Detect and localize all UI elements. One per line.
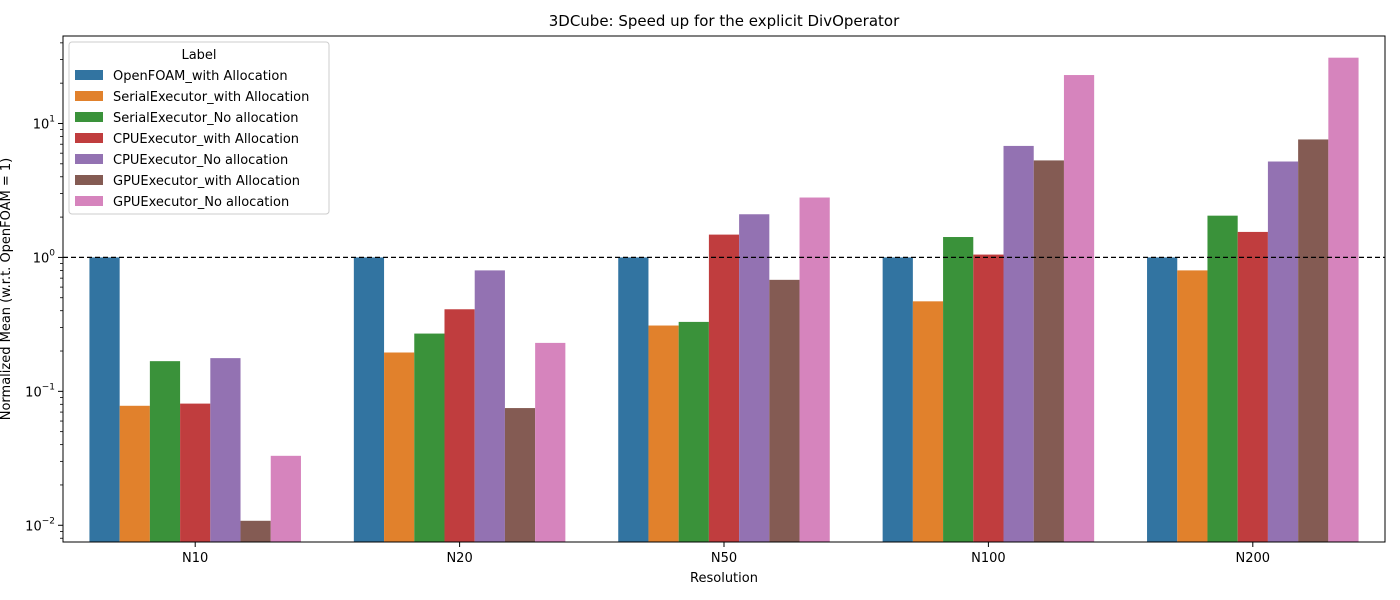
bar-N50-gpuexecutor-with-allocation [769,279,800,542]
legend-label: OpenFOAM_with Allocation [113,69,288,84]
bar-N20-cpuexecutor-no-allocation [474,270,505,542]
legend-label: CPUExecutor_with Allocation [113,132,299,147]
legend-label: SerialExecutor_No allocation [113,111,299,126]
bar-N10-serialexecutor-no-allocation [149,361,181,542]
bar-N100-gpuexecutor-no-allocation [1063,75,1095,542]
x-tick-label: N10 [182,551,208,566]
x-tick-label: N20 [446,551,472,566]
bar-N200-serialexecutor-no-allocation [1207,215,1238,542]
bar-N50-serialexecutor-with-allocation [648,325,679,542]
legend-swatch [75,154,103,164]
bar-N100-serialexecutor-no-allocation [943,237,974,542]
bar-N20-gpuexecutor-with-allocation [504,408,536,542]
bar-N50-cpuexecutor-with-allocation [708,234,740,543]
bar-N100-serialexecutor-with-allocation [912,301,944,542]
bar-N100-cpuexecutor-no-allocation [1003,145,1034,543]
x-axis: N10 N20 N50 N100 N200 [182,542,1270,566]
y-tick-label: 101 [33,114,55,132]
legend-label: CPUExecutor_No allocation [113,153,288,168]
bar-N200-gpuexecutor-no-allocation [1328,57,1359,543]
bar-N20-cpuexecutor-with-allocation [444,309,475,542]
legend-swatch [75,175,103,185]
bar-N200-cpuexecutor-no-allocation [1267,161,1299,542]
bar-N100-gpuexecutor-with-allocation [1033,160,1064,542]
legend-swatch [75,91,103,101]
legend-swatch [75,133,103,143]
bar-N200-cpuexecutor-with-allocation [1237,231,1268,543]
legend-label: SerialExecutor_with Allocation [113,90,309,105]
bars-group [89,57,1359,543]
legend-title: Label [181,48,216,63]
y-axis-title: Normalized Mean (w.r.t. OpenFOAM = 1) [0,158,14,421]
bar-N10-gpuexecutor-no-allocation [270,455,301,542]
legend-label: GPUExecutor_with Allocation [113,174,300,189]
bar-N50-openfoam-with-allocation [618,257,649,542]
bar-N20-gpuexecutor-no-allocation [535,342,566,542]
bar-N50-serialexecutor-no-allocation [678,321,709,542]
bar-N20-openfoam-with-allocation [353,257,385,542]
bar-N10-cpuexecutor-with-allocation [180,403,211,542]
legend-label: GPUExecutor_No allocation [113,195,289,210]
y-tick-label: 10−1 [25,382,55,400]
x-tick-label: N50 [711,551,737,566]
bar-N10-gpuexecutor-with-allocation [240,520,271,542]
x-tick-label: N200 [1236,551,1271,566]
legend: Label OpenFOAM_with Allocation SerialExecu… [68,41,330,215]
bar-N50-cpuexecutor-no-allocation [739,214,770,542]
legend-swatch [75,70,103,80]
y-tick-label: 10−2 [25,516,55,534]
bar-N20-serialexecutor-with-allocation [384,352,415,542]
bar-N200-serialexecutor-with-allocation [1177,270,1208,542]
chart-title: 3DCube: Speed up for the explicit DivOpe… [549,12,900,30]
bar-N100-openfoam-with-allocation [882,257,913,542]
bar-N200-openfoam-with-allocation [1147,257,1178,542]
y-tick-label: 100 [33,248,56,266]
bar-N10-serialexecutor-with-allocation [119,405,150,542]
y-axis: 10−2 10−1 100 101 [25,42,63,539]
bar-N10-cpuexecutor-no-allocation [210,358,241,542]
x-tick-label: N100 [971,551,1006,566]
x-axis-title: Resolution [690,571,758,586]
legend-swatch [75,112,103,122]
legend-box [68,41,330,215]
bar-N10-openfoam-with-allocation [89,257,120,542]
legend-swatch [75,196,103,206]
bar-N50-gpuexecutor-no-allocation [799,197,830,542]
bar-N200-gpuexecutor-with-allocation [1298,139,1329,542]
bar-N100-cpuexecutor-with-allocation [973,254,1004,542]
bar-N20-serialexecutor-no-allocation [414,333,445,542]
